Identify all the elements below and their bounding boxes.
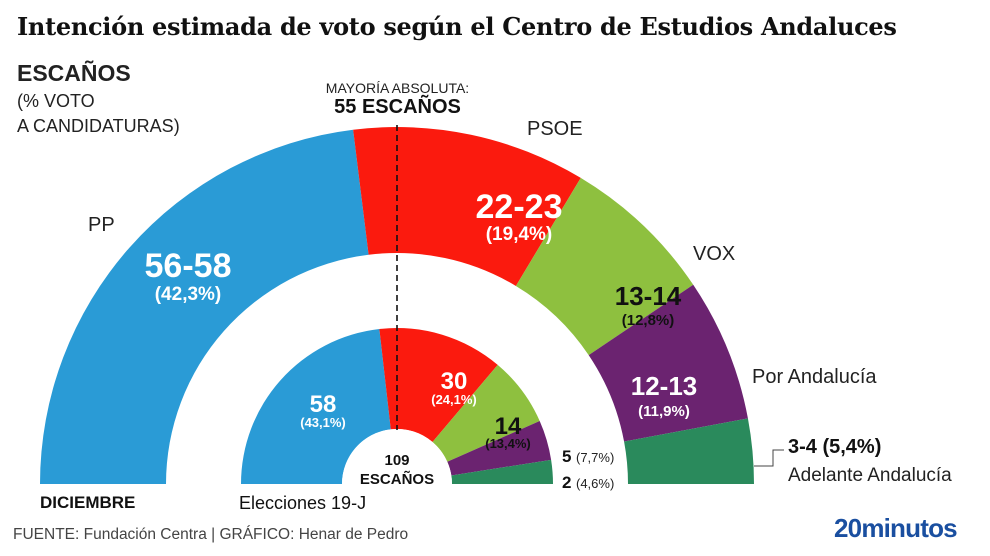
legend-subheading-line2: A CANDIDATURAS) xyxy=(17,116,180,136)
inner-seats-pp: 58 xyxy=(310,391,337,418)
inner-seats-adelante: 2 xyxy=(562,473,571,492)
brand-logo: 20minutos xyxy=(834,513,958,543)
inner-pct-adelante: (4,6%) xyxy=(576,476,614,491)
outer-slice-vox xyxy=(515,177,694,356)
party-label-por-andalucia: Por Andalucía xyxy=(752,366,877,388)
adelante-leader-line xyxy=(754,449,784,467)
inner-pct-por-andalucia: (7,7%) xyxy=(576,450,614,465)
inner-slice-pp xyxy=(241,328,391,484)
adelante-seats: 3-4 xyxy=(788,436,817,458)
party-label-pp: PP xyxy=(88,214,115,236)
outer-slice-por-andalucia xyxy=(588,284,748,442)
inner-slice-adelante xyxy=(451,459,553,484)
outer-slice-adelante xyxy=(624,418,754,484)
inner-slice-psoe xyxy=(379,327,498,442)
majority-value: 55 ESCAÑOS xyxy=(334,96,461,118)
outer-seats-vox: 13-14 xyxy=(615,281,682,311)
outer-pct-por-andalucia: (11,9%) xyxy=(638,403,690,420)
outer-seats-por-andalucia: 12-13 xyxy=(631,371,698,401)
outer-seats-psoe: 22-23 xyxy=(476,188,563,226)
series-label-diciembre: DICIEMBRE xyxy=(40,493,136,512)
inner-pct-vox: (13,4%) xyxy=(485,436,531,451)
inner-seats-por-andalucia: 5 xyxy=(562,447,571,466)
inner-seats-vox: 14 xyxy=(495,413,522,440)
center-seats-number: 109 xyxy=(384,452,409,469)
party-label-adelante: Adelante Andalucía xyxy=(788,465,952,486)
party-label-psoe: PSOE xyxy=(527,118,583,140)
legend-subheading-line1: (% VOTO xyxy=(17,91,95,111)
legend-heading: ESCAÑOS xyxy=(17,60,131,86)
outer-pct-vox: (12,8%) xyxy=(622,312,675,329)
inner-seats-psoe: 30 xyxy=(441,368,468,395)
outer-slice-pp xyxy=(40,129,369,484)
outer-pct-psoe: (19,4%) xyxy=(486,224,553,245)
inner-slice-por-andalucia xyxy=(447,420,552,476)
outer-pct-pp: (42,3%) xyxy=(155,284,222,305)
inner-slice-vox xyxy=(432,364,540,462)
adelante-pct: (5,4%) xyxy=(822,436,882,458)
outer-slice-psoe xyxy=(353,126,581,286)
center-seats-label: ESCAÑOS xyxy=(360,470,434,488)
outer-seats-pp: 56-58 xyxy=(145,247,232,285)
series-label-elecciones: Elecciones 19-J xyxy=(239,493,367,513)
source-footer: FUENTE: Fundación Centra | GRÁFICO: Hena… xyxy=(13,526,409,543)
party-label-vox: VOX xyxy=(693,243,736,265)
adelante-outer-value: 3-4 (5,4%) xyxy=(788,436,881,459)
chart-title: Intención estimada de voto según el Cent… xyxy=(17,12,897,41)
majority-label: MAYORÍA ABSOLUTA: xyxy=(325,80,470,96)
center-hole xyxy=(342,429,452,484)
inner-pct-psoe: (24,1%) xyxy=(431,392,477,407)
inner-pct-pp: (43,1%) xyxy=(300,415,346,430)
